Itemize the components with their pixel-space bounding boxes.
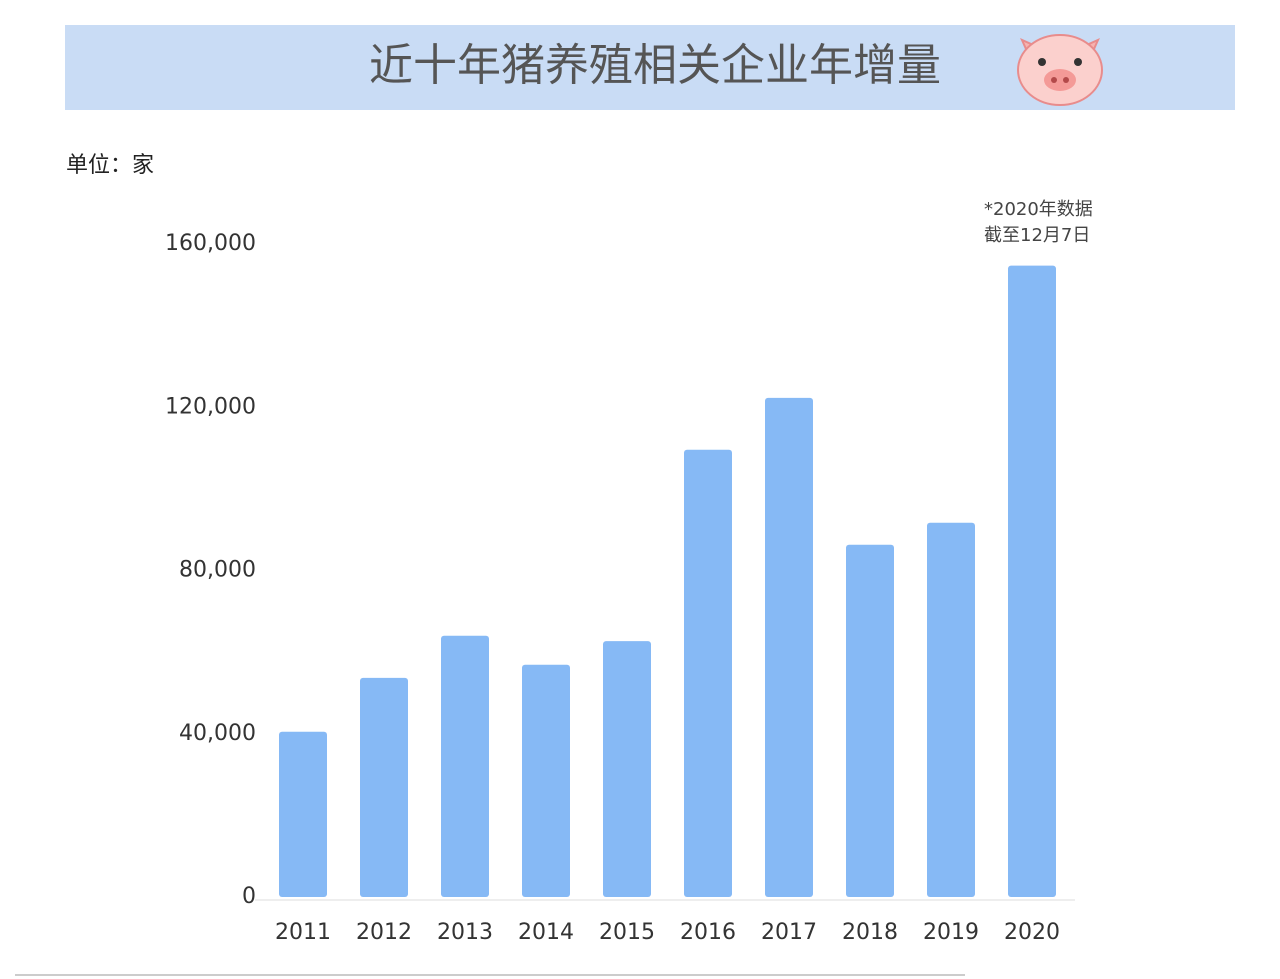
y-tick-label: 0 <box>242 884 256 909</box>
unit-label: 单位：家 <box>66 153 154 178</box>
x-tick-label: 2019 <box>923 920 979 945</box>
x-tick-label: 2016 <box>680 920 736 945</box>
x-tick-label: 2012 <box>356 920 412 945</box>
y-tick-label: 80,000 <box>179 558 256 583</box>
bar <box>522 664 570 897</box>
y-tick-label: 40,000 <box>179 721 256 746</box>
bar <box>279 731 327 897</box>
x-tick-label: 2017 <box>761 920 817 945</box>
bar <box>603 641 651 897</box>
x-tick-label: 2014 <box>518 920 574 945</box>
bar <box>1008 265 1056 897</box>
bar <box>684 449 732 897</box>
bar <box>927 522 975 897</box>
annotation: 截至12月7日 <box>984 225 1090 246</box>
bar <box>765 397 813 897</box>
y-tick-label: 120,000 <box>165 394 256 419</box>
x-tick-label: 2015 <box>599 920 655 945</box>
x-tick-label: 2013 <box>437 920 493 945</box>
bar <box>441 635 489 897</box>
y-tick-label: 160,000 <box>165 231 256 256</box>
x-tick-label: 2020 <box>1004 920 1060 945</box>
pig-icon <box>1017 34 1103 106</box>
chart-title: 近十年猪养殖相关企业年增量 <box>369 40 941 91</box>
bar <box>360 677 408 897</box>
x-tick-label: 2011 <box>275 920 331 945</box>
x-tick-label: 2018 <box>842 920 898 945</box>
annotation: *2020年数据 <box>984 199 1093 220</box>
bar <box>846 544 894 897</box>
